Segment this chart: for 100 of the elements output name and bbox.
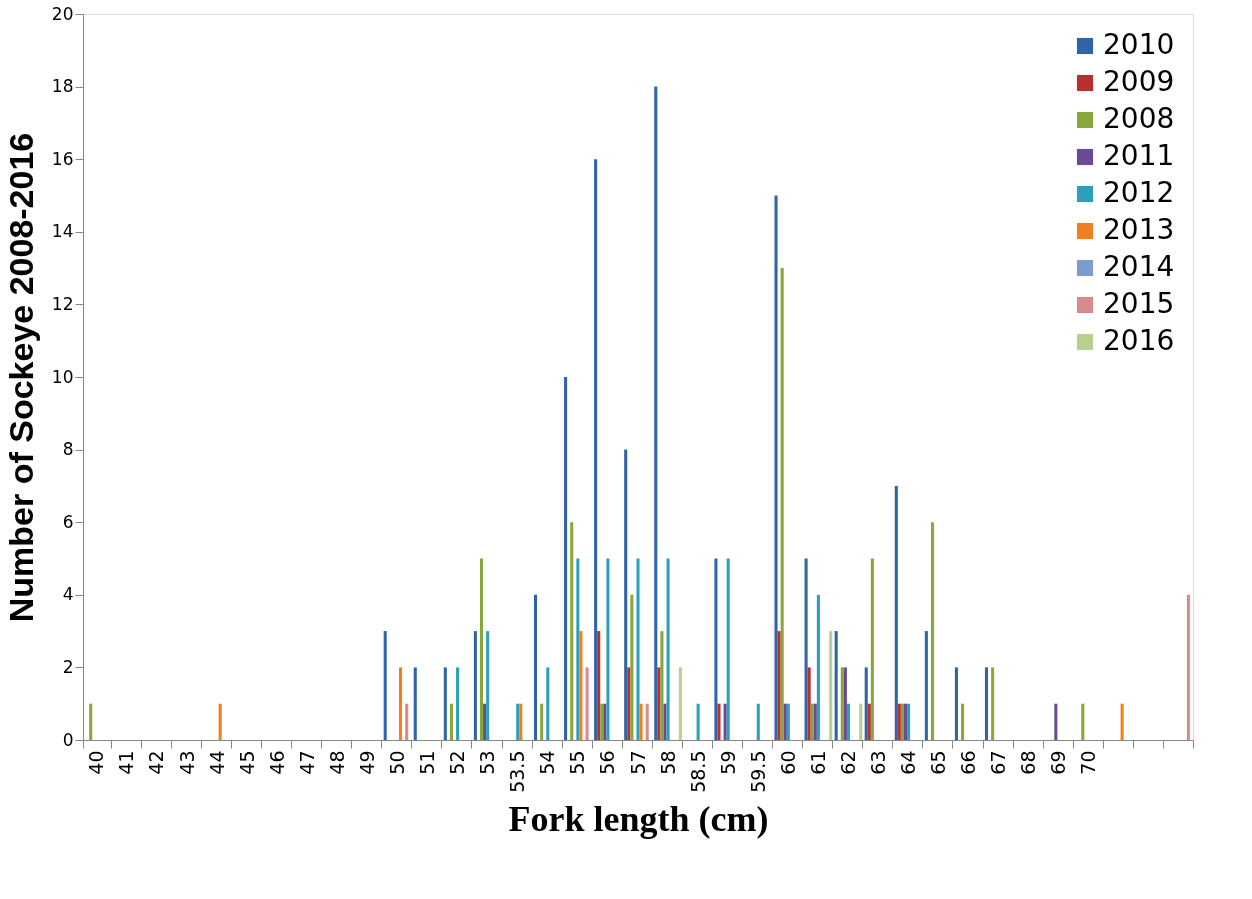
bar bbox=[383, 631, 387, 740]
bar bbox=[630, 594, 634, 740]
bar bbox=[570, 522, 574, 740]
bar bbox=[894, 485, 898, 740]
y-tick-label: 10 bbox=[51, 366, 74, 387]
x-tick-label: 59 bbox=[716, 750, 739, 775]
x-tick-label: 46 bbox=[265, 750, 288, 775]
legend-label: 2010 bbox=[1103, 28, 1175, 61]
x-tick-label: 48 bbox=[325, 750, 348, 775]
bar bbox=[405, 703, 409, 740]
x-tick-label: 61 bbox=[806, 750, 829, 775]
x-tick-label: 45 bbox=[235, 750, 258, 775]
y-tick-label: 6 bbox=[62, 511, 74, 532]
x-tick-label: 41 bbox=[115, 750, 138, 775]
bar bbox=[864, 667, 868, 740]
x-tick-label: 43 bbox=[175, 750, 198, 775]
bar bbox=[859, 703, 863, 740]
bar bbox=[777, 631, 781, 740]
bar bbox=[924, 631, 928, 740]
bar bbox=[954, 667, 958, 740]
legend-label: 2011 bbox=[1103, 139, 1175, 172]
x-tick-label: 63 bbox=[867, 750, 890, 775]
bar bbox=[645, 703, 649, 740]
bar bbox=[473, 631, 477, 740]
bar bbox=[606, 558, 610, 740]
x-tick-label: 42 bbox=[145, 750, 168, 775]
bar bbox=[780, 268, 784, 740]
bar bbox=[413, 667, 417, 740]
bar bbox=[636, 558, 640, 740]
bar bbox=[639, 703, 643, 740]
bar bbox=[834, 631, 838, 740]
x-tick-label: 64 bbox=[897, 750, 920, 775]
bar bbox=[449, 703, 453, 740]
bar bbox=[624, 449, 628, 740]
y-tick-label: 0 bbox=[62, 729, 74, 750]
x-tick-label: 60 bbox=[776, 750, 799, 775]
bar bbox=[540, 703, 544, 740]
bar bbox=[546, 667, 550, 740]
bar bbox=[89, 703, 93, 740]
bar bbox=[594, 159, 598, 740]
legend-label: 2008 bbox=[1103, 102, 1175, 135]
x-tick-label: 70 bbox=[1077, 750, 1100, 775]
bar bbox=[723, 703, 727, 740]
bar bbox=[399, 667, 403, 740]
bar bbox=[903, 703, 908, 740]
legend-label: 2013 bbox=[1103, 213, 1175, 246]
y-tick-label: 8 bbox=[62, 439, 74, 460]
y-tick-label: 12 bbox=[51, 293, 74, 314]
bar bbox=[991, 667, 995, 740]
x-tick-label: 40 bbox=[85, 750, 108, 775]
bar bbox=[1054, 703, 1058, 740]
bar bbox=[654, 86, 658, 740]
bar bbox=[486, 631, 490, 740]
bar bbox=[627, 667, 631, 740]
legend-label: 2009 bbox=[1103, 65, 1175, 98]
bar bbox=[726, 558, 730, 740]
bar bbox=[657, 667, 661, 740]
bar bbox=[678, 667, 682, 740]
x-tick-label: 51 bbox=[416, 750, 439, 775]
bar bbox=[1081, 703, 1085, 740]
x-axis-title: Fork length (cm) bbox=[508, 798, 769, 839]
bar bbox=[483, 703, 487, 740]
bar bbox=[867, 703, 871, 740]
x-tick-label: 65 bbox=[927, 750, 950, 775]
bar bbox=[443, 667, 447, 740]
bar bbox=[666, 558, 670, 740]
bar bbox=[804, 558, 808, 740]
legend-label: 2015 bbox=[1103, 287, 1175, 320]
bar bbox=[597, 631, 601, 740]
x-tick-label: 57 bbox=[626, 750, 649, 775]
x-tick-label: 67 bbox=[987, 750, 1010, 775]
y-tick-label: 2 bbox=[62, 656, 74, 677]
bar bbox=[774, 195, 778, 740]
bar bbox=[1186, 594, 1190, 740]
x-tick-label: 55 bbox=[566, 750, 589, 775]
bar bbox=[984, 667, 989, 740]
bar bbox=[714, 558, 718, 740]
x-tick-label: 59.5 bbox=[746, 750, 769, 793]
y-tick-label: 14 bbox=[51, 221, 74, 242]
x-tick-label: 50 bbox=[385, 750, 408, 775]
bar bbox=[696, 703, 700, 740]
y-tick-label: 18 bbox=[51, 76, 74, 97]
bar bbox=[456, 667, 460, 740]
bar bbox=[579, 631, 583, 740]
x-tick-label: 58 bbox=[656, 750, 679, 775]
x-tick-label: 53 bbox=[476, 750, 499, 775]
bar bbox=[1120, 703, 1124, 740]
bar bbox=[816, 594, 820, 740]
bar bbox=[807, 667, 811, 740]
x-tick-label: 47 bbox=[295, 750, 318, 775]
bar bbox=[930, 522, 935, 740]
bar bbox=[756, 703, 760, 740]
bar bbox=[533, 594, 538, 740]
bar bbox=[961, 703, 965, 740]
x-tick-label: 66 bbox=[957, 750, 980, 775]
bar bbox=[663, 703, 667, 740]
x-tick-label: 54 bbox=[536, 750, 559, 775]
x-tick-label: 53.5 bbox=[506, 750, 529, 793]
x-tick-label: 52 bbox=[446, 750, 469, 775]
bar bbox=[576, 558, 580, 740]
